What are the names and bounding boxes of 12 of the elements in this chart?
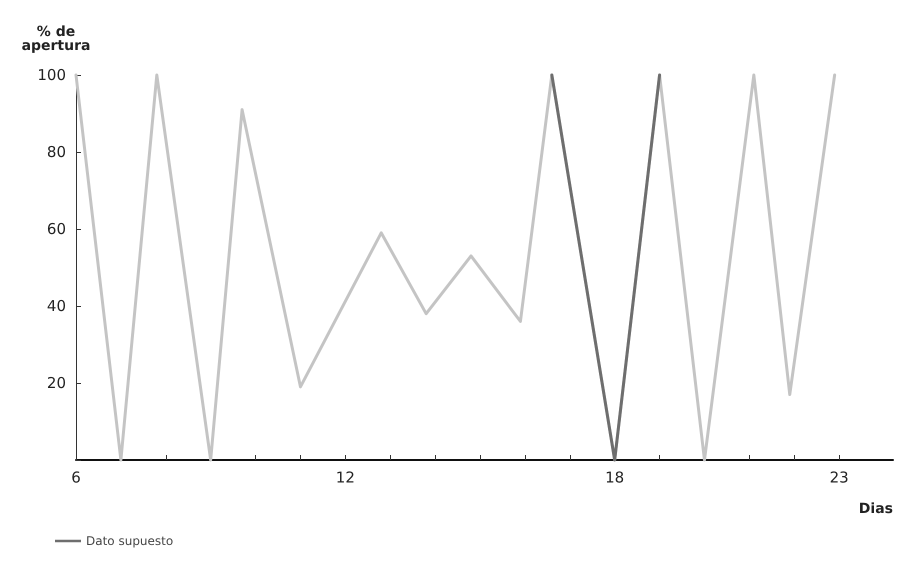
x-axis-title: Dias	[858, 501, 893, 517]
x-tick-label: 23	[830, 468, 849, 486]
y-tick-label: 40	[46, 297, 66, 315]
x-tick-label: 12	[336, 468, 355, 486]
x-tick-label: 18	[605, 468, 624, 486]
legend-label: Dato supuesto	[86, 534, 174, 548]
y-tick-label: 80	[46, 143, 66, 161]
x-tick-label: 6	[71, 468, 81, 486]
y-tick-label: 20	[46, 374, 66, 392]
y-tick-label: 60	[46, 220, 66, 238]
y-axis-title: % de apertura	[22, 24, 90, 54]
y-tick-label: 100	[37, 66, 66, 84]
